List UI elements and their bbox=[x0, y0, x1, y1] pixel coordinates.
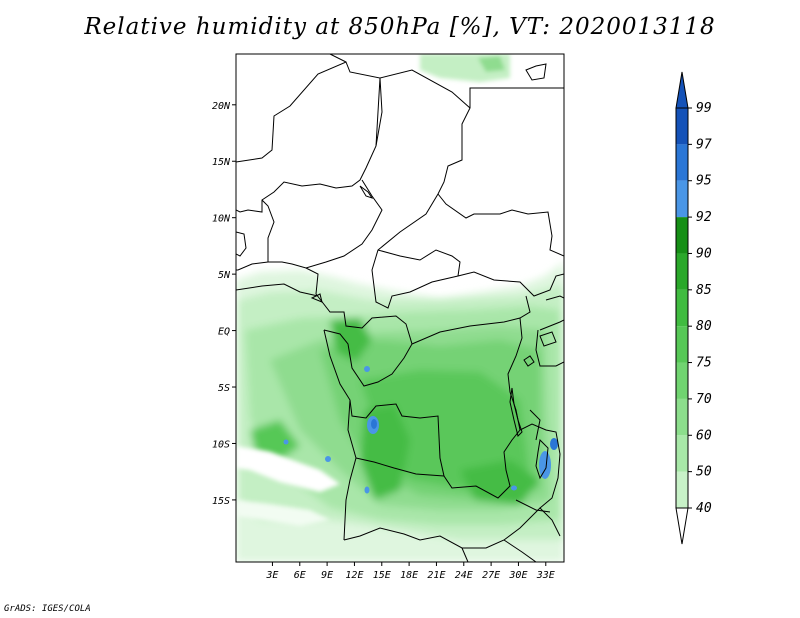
lon-tick-label: 27E bbox=[482, 570, 500, 581]
colorbar-segment bbox=[676, 362, 688, 399]
lon-tick-label: 24E bbox=[455, 570, 473, 581]
lon-tick-label: 18E bbox=[400, 570, 418, 581]
lat-tick-label: 5N bbox=[218, 270, 231, 281]
colorbar-segment bbox=[676, 435, 688, 472]
colorbar-under-arrow bbox=[675, 507, 689, 545]
colorbar-segment bbox=[676, 108, 688, 145]
colorbar-label: 70 bbox=[696, 392, 712, 407]
lon-tick-label: 6E bbox=[294, 570, 306, 581]
lon-tick-label: 21E bbox=[427, 570, 445, 581]
map-axes: 3E 6E 9E 12E 15E 18E 21E 24E 27E 30E 33E 20N 15N 10N 5… bbox=[212, 101, 555, 581]
lat-tick-label: 10S bbox=[212, 439, 230, 450]
lon-tick-label: 30E bbox=[508, 570, 527, 581]
colorbar-segment bbox=[676, 253, 688, 290]
colorbar-label: 92 bbox=[696, 210, 712, 225]
lon-tick-label: 12E bbox=[345, 570, 363, 581]
map-title: Relative humidity at 850hPa [%], VT: 202… bbox=[84, 14, 716, 40]
plot-frame bbox=[235, 53, 565, 563]
colorbar-segment bbox=[676, 471, 688, 508]
lat-tick-label: 20N bbox=[212, 101, 231, 112]
colorbar-label: 80 bbox=[696, 319, 712, 334]
colorbar-label: 95 bbox=[696, 174, 712, 189]
colorbar-label: 75 bbox=[696, 356, 712, 371]
colorbar-segment bbox=[676, 289, 688, 327]
colorbar-label: 60 bbox=[696, 428, 712, 443]
colorbar-label: 40 bbox=[696, 501, 712, 516]
lon-tick-label: 15E bbox=[373, 570, 391, 581]
colorbar-segment bbox=[676, 398, 688, 436]
colorbar-outline bbox=[675, 107, 689, 509]
lon-tick-label: 3E bbox=[265, 570, 278, 581]
colorbar-label: 99 bbox=[696, 101, 712, 116]
colorbar-label: 85 bbox=[696, 283, 712, 298]
colorbar-over-arrow bbox=[675, 71, 689, 109]
lon-tick-label: 9E bbox=[321, 570, 333, 581]
colorbar-label: 97 bbox=[696, 137, 712, 152]
colorbar-segment bbox=[676, 180, 688, 218]
lat-tick-label: 10N bbox=[212, 214, 231, 225]
colorbar-label: 50 bbox=[696, 465, 712, 480]
colorbar-label: 90 bbox=[696, 246, 712, 261]
colorbar-segment bbox=[676, 144, 688, 181]
lat-tick-label: EQ bbox=[218, 327, 230, 338]
lat-tick-label: 15S bbox=[212, 496, 230, 507]
lon-tick-label: 33E bbox=[536, 570, 555, 581]
colorbar-segment bbox=[676, 217, 688, 254]
colorbar: 40 50 60 70 75 80 85 90 92 95 97 99 bbox=[675, 71, 712, 545]
lat-tick-label: 15N bbox=[212, 157, 231, 168]
lat-tick-label: 5S bbox=[218, 383, 230, 394]
colorbar-segment bbox=[676, 326, 688, 363]
humidity-field bbox=[236, 54, 564, 562]
country-borders bbox=[236, 54, 564, 562]
grads-credit: GrADS: IGES/COLA bbox=[4, 604, 91, 614]
